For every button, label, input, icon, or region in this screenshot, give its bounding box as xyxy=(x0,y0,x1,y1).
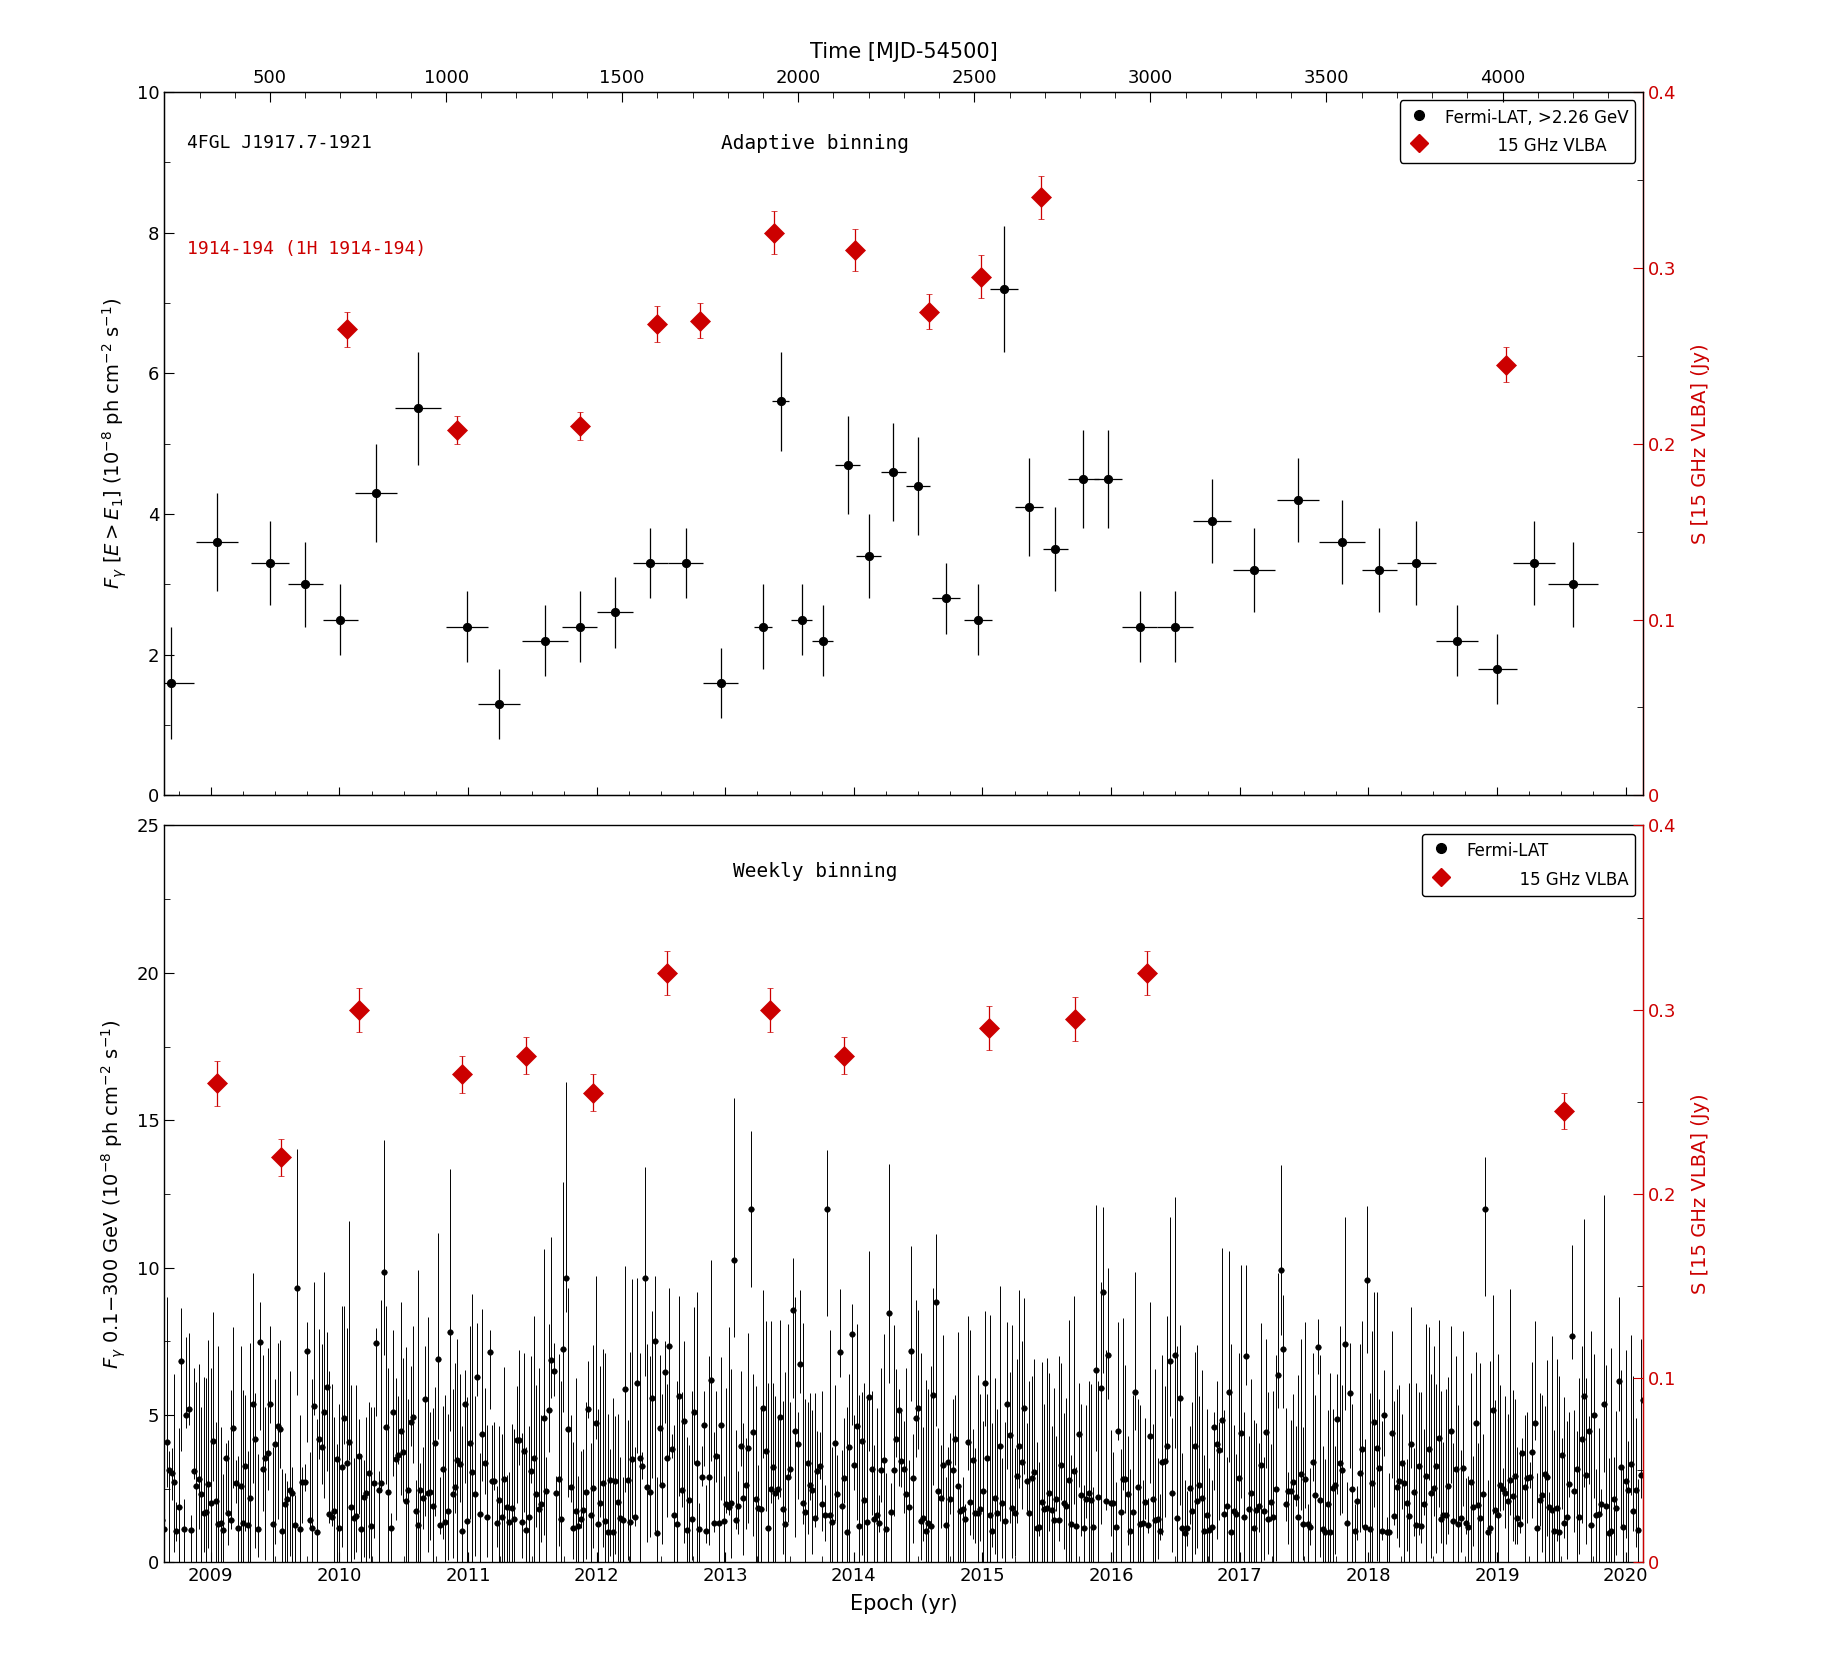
Text: Adaptive binning: Adaptive binning xyxy=(721,134,909,154)
Y-axis label: S [15 GHz VLBA] (Jy): S [15 GHz VLBA] (Jy) xyxy=(1691,1093,1709,1295)
Y-axis label: $F_{\gamma}$ 0.1$-$300 GeV $(10^{-8}$ ph cm$^{-2}$ s$^{-1})$: $F_{\gamma}$ 0.1$-$300 GeV $(10^{-8}$ ph… xyxy=(100,1019,128,1369)
Legend: Fermi-LAT,           15 GHz VLBA: Fermi-LAT, 15 GHz VLBA xyxy=(1422,834,1634,896)
X-axis label: Epoch (yr): Epoch (yr) xyxy=(851,1594,957,1614)
X-axis label: Time [MJD-54500]: Time [MJD-54500] xyxy=(811,42,997,62)
Y-axis label: S [15 GHz VLBA] (Jy): S [15 GHz VLBA] (Jy) xyxy=(1691,343,1709,545)
Text: 4FGL J1917.7-1921: 4FGL J1917.7-1921 xyxy=(186,134,371,152)
Y-axis label: $F_{\gamma}$ $[E>E_1]$ $(10^{-8}$ ph cm$^{-2}$ s$^{-1})$: $F_{\gamma}$ $[E>E_1]$ $(10^{-8}$ ph cm$… xyxy=(100,297,128,590)
Text: Weekly binning: Weekly binning xyxy=(732,862,897,881)
Legend: Fermi-LAT, >2.26 GeV,           15 GHz VLBA: Fermi-LAT, >2.26 GeV, 15 GHz VLBA xyxy=(1401,100,1634,162)
Text: 1914-194 (1H 1914-194): 1914-194 (1H 1914-194) xyxy=(186,239,425,257)
